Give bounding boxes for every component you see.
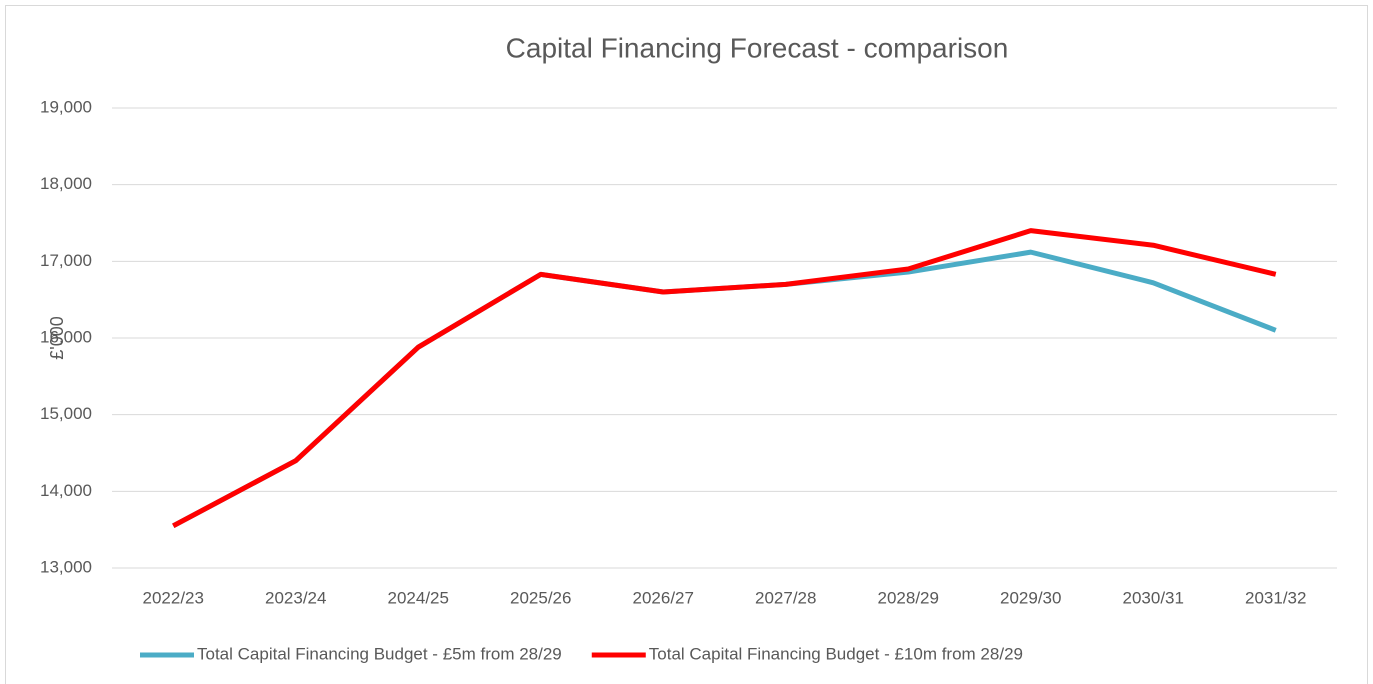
y-tick-label: 15,000 bbox=[40, 404, 92, 423]
y-tick-label: 18,000 bbox=[40, 174, 92, 193]
y-tick-label: 19,000 bbox=[40, 97, 92, 116]
y-tick-label: 14,000 bbox=[40, 481, 92, 500]
x-tick-label: 2026/27 bbox=[633, 588, 694, 607]
x-tick-label: 2027/28 bbox=[755, 588, 816, 607]
chart-title: Capital Financing Forecast - comparison bbox=[506, 32, 1009, 63]
legend-label: Total Capital Financing Budget - £10m fr… bbox=[649, 644, 1023, 663]
x-tick-label: 2022/23 bbox=[143, 588, 204, 607]
y-tick-label: 16,000 bbox=[40, 327, 92, 346]
x-tick-label: 2028/29 bbox=[878, 588, 939, 607]
y-tick-label: 17,000 bbox=[40, 251, 92, 270]
x-tick-label: 2024/25 bbox=[388, 588, 449, 607]
chart-border bbox=[5, 5, 1368, 684]
x-tick-label: 2031/32 bbox=[1245, 588, 1306, 607]
x-tick-label: 2023/24 bbox=[265, 588, 326, 607]
x-tick-label: 2030/31 bbox=[1123, 588, 1184, 607]
y-tick-label: 13,000 bbox=[40, 557, 92, 576]
x-tick-label: 2029/30 bbox=[1000, 588, 1061, 607]
series-line bbox=[172, 228, 1277, 529]
legend-label: Total Capital Financing Budget - £5m fro… bbox=[197, 644, 562, 663]
y-axis-label: £'000 bbox=[47, 316, 67, 359]
x-tick-label: 2025/26 bbox=[510, 588, 571, 607]
